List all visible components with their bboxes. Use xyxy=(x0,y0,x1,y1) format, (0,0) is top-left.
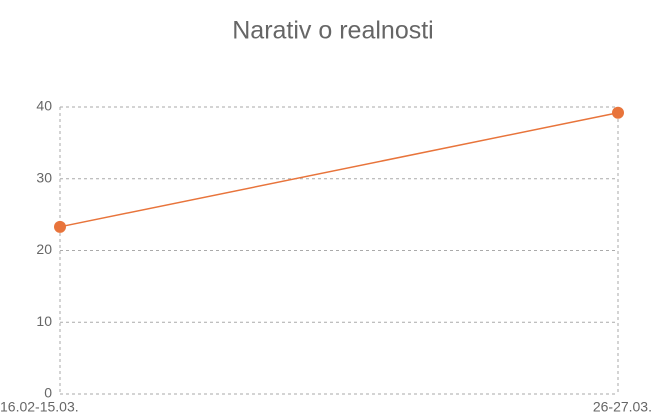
x-tick-label: 16.02-15.03. xyxy=(0,399,79,415)
y-tick-label: 0 xyxy=(44,385,52,401)
y-tick-label: 30 xyxy=(36,169,52,185)
series-line xyxy=(59,112,619,228)
y-tick-label: 20 xyxy=(36,241,52,257)
chart-title: Narativ o realnosti xyxy=(232,17,433,45)
x-tick-label: 26-27.03. xyxy=(593,399,652,415)
data-point xyxy=(612,106,624,119)
y-tick-label: 10 xyxy=(36,313,52,329)
y-tick-label: 40 xyxy=(36,98,52,114)
data-point xyxy=(54,220,66,233)
